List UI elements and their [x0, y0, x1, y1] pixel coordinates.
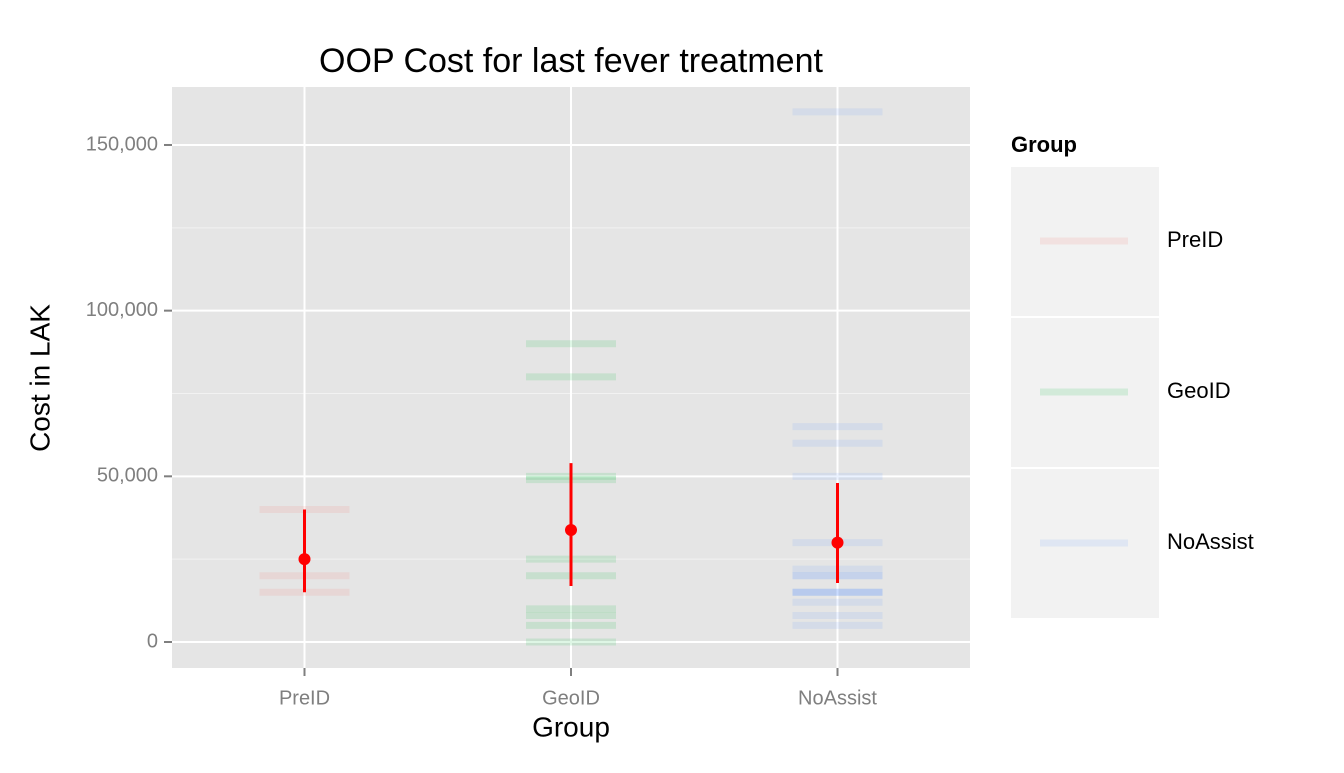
legend-label: PreID [1167, 227, 1223, 252]
y-tick-label: 0 [147, 630, 158, 652]
x-tick-label: GeoID [542, 687, 600, 709]
x-tick-label: NoAssist [798, 687, 877, 709]
chart-title: OOP Cost for last fever treatment [319, 42, 823, 80]
mean-point [831, 536, 844, 549]
mean-point [298, 553, 311, 566]
legend-label: GeoID [1167, 378, 1231, 403]
legend-key [1011, 167, 1159, 316]
y-tick-label: 100,000 [86, 299, 158, 321]
mean-point [565, 523, 577, 536]
legend-key [1011, 469, 1159, 618]
legend-key [1011, 318, 1159, 467]
y-axis-label: Cost in LAK [24, 304, 55, 452]
legend-label: NoAssist [1167, 529, 1254, 554]
y-tick-label: 50,000 [97, 465, 158, 487]
x-tick-label: PreID [279, 687, 330, 709]
legend-title: Group [1011, 132, 1077, 157]
x-axis-label: Group [532, 711, 610, 742]
y-tick-label: 150,000 [86, 133, 158, 155]
